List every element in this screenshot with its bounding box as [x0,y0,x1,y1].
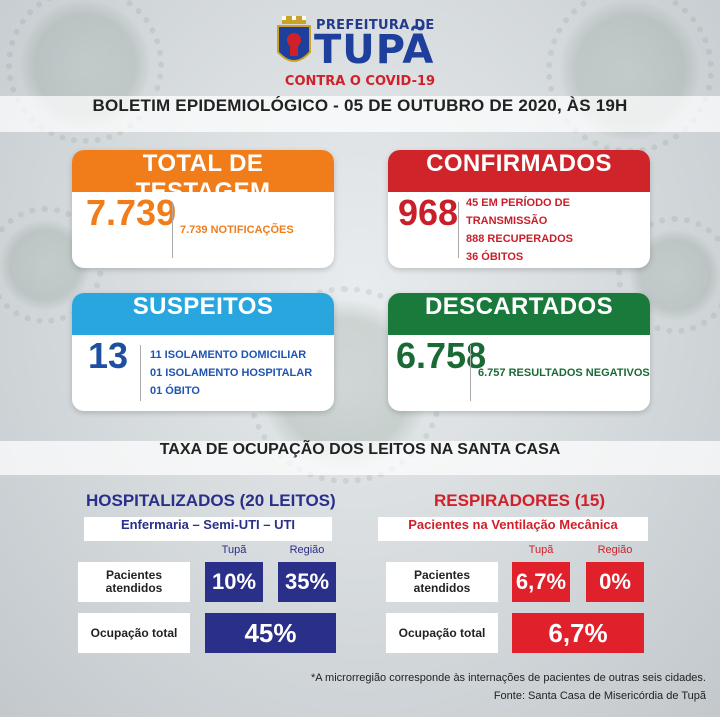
row-pacientes-label: Pacientes atendidos [386,562,498,602]
hospitalizados-title: HOSPITALIZADOS (20 LEITOS) [86,491,336,510]
card-title: CONFIRMADOS [388,150,650,192]
footnote: *A microrregião corresponde às internaçõ… [310,672,706,684]
respiradores-title: RESPIRADORES (15) [434,491,605,510]
ocupacao-total-value: 45% [205,613,336,653]
card-value: 7.739 [86,192,177,233]
row-pacientes-label: Pacientes atendidos [78,562,190,602]
pacientes-regiao-value: 0% [586,562,644,602]
card-descartados: DESCARTADOS 6.758 6.757 RESULTADOS NEGAT… [388,293,650,411]
col-tupa-label: Tupã [528,544,554,556]
source-note: Fonte: Santa Casa de Misericórdia de Tup… [493,690,706,702]
campaign-label: CONTRA O COVID-19 [284,74,436,89]
col-tupa-label: Tupã [221,544,247,556]
city-name: TUPÃ [314,27,435,73]
prefeitura-label: PREFEITURA DE [316,18,435,33]
row-ocupacao-label: Ocupação total [386,613,498,653]
card-title: SUSPEITOS [72,293,334,335]
card-detail: 7.739 NOTIFICAÇÕES [180,224,294,236]
ocupacao-total-value: 6,7% [512,613,644,653]
pacientes-tupa-value: 6,7% [512,562,570,602]
bulletin-title: BOLETIM EPIDEMIOLÓGICO - 05 DE OUTUBRO D… [0,96,720,132]
pacientes-tupa-value: 10% [205,562,263,602]
card-title: TOTAL DE TESTAGEM [72,150,334,205]
header: PREFEITURA DE TUPÃ CONTRA O COVID-19 [0,8,720,89]
pacientes-regiao-value: 35% [278,562,336,602]
card-value: 6.758 [396,335,487,376]
card-detail: 45 EM PERÍODO DE TRANSMISSÃO [466,197,570,227]
card-detail: 6.757 RESULTADOS NEGATIVOS [478,367,650,379]
card-value: 13 [88,335,129,376]
card-title: DESCARTADOS [388,293,650,335]
respiradores-subtitle: Pacientes na Ventilação Mecânica [378,517,648,541]
city-crest-icon [277,16,311,62]
row-ocupacao-label: Ocupação total [78,613,190,653]
card-detail: 36 ÓBITOS [466,251,524,263]
card-suspeitos: SUSPEITOS 13 11 ISOLAMENTO DOMICILIAR 01… [72,293,334,411]
card-detail: 01 ÓBITO [150,385,200,397]
occupancy-title: TAXA DE OCUPAÇÃO DOS LEITOS NA SANTA CAS… [0,441,720,475]
card-value: 968 [398,192,459,233]
card-detail: 888 RECUPERADOS [466,233,573,245]
card-testagem: TOTAL DE TESTAGEM 7.739 7.739 NOTIFICAÇÕ… [72,150,334,268]
card-detail: 11 ISOLAMENTO DOMICILIAR [150,349,307,361]
col-regiao-label: Região [597,544,633,556]
card-detail: 01 ISOLAMENTO HOSPITALAR [150,367,313,379]
hospitalizados-subtitle: Enfermaria – Semi-UTI – UTI [84,517,332,541]
card-confirmados: CONFIRMADOS 968 45 EM PERÍODO DE TRANSMI… [388,150,650,268]
col-regiao-label: Região [289,544,325,556]
